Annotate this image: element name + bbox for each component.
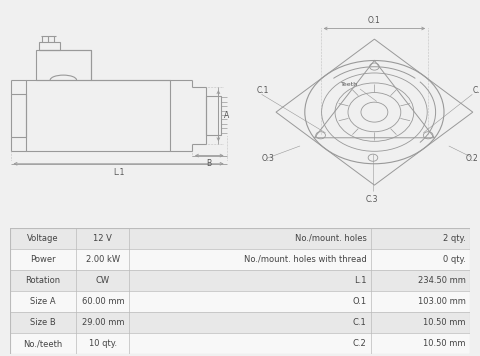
Text: Size B: Size B: [30, 318, 56, 327]
Bar: [11, 94, 26, 137]
Bar: [36, 50, 91, 80]
Bar: [10, 312, 470, 333]
Text: 0 qty.: 0 qty.: [443, 255, 466, 264]
Text: O.1: O.1: [368, 16, 381, 25]
Text: Voltage: Voltage: [27, 234, 59, 243]
Bar: [206, 96, 221, 135]
Text: 12 V: 12 V: [94, 234, 112, 243]
Text: Teeth: Teeth: [341, 82, 358, 87]
Bar: [26, 80, 170, 151]
Text: C.2: C.2: [473, 86, 480, 95]
Text: O.3: O.3: [262, 154, 275, 163]
Text: 29.00 mm: 29.00 mm: [82, 318, 124, 327]
Text: 2.00 kW: 2.00 kW: [86, 255, 120, 264]
Bar: [39, 42, 60, 50]
Text: L.1: L.1: [113, 168, 124, 177]
Bar: [10, 249, 470, 270]
Text: 10 qty.: 10 qty.: [89, 339, 117, 348]
Text: 2 qty.: 2 qty.: [443, 234, 466, 243]
Text: 234.50 mm: 234.50 mm: [418, 276, 466, 285]
Text: CW: CW: [96, 276, 110, 285]
Bar: [10, 291, 470, 312]
Text: Size A: Size A: [30, 297, 56, 306]
Text: 10.50 mm: 10.50 mm: [423, 318, 466, 327]
Text: Rotation: Rotation: [25, 276, 60, 285]
Text: No./mount. holes with thread: No./mount. holes with thread: [244, 255, 367, 264]
Bar: [10, 333, 470, 354]
Text: 60.00 mm: 60.00 mm: [82, 297, 124, 306]
Text: 10.50 mm: 10.50 mm: [423, 339, 466, 348]
Text: C.1: C.1: [257, 86, 269, 95]
Text: No./teeth: No./teeth: [24, 339, 62, 348]
Text: O.2: O.2: [466, 154, 479, 163]
Text: A: A: [224, 111, 229, 120]
Text: 103.00 mm: 103.00 mm: [418, 297, 466, 306]
Text: Power: Power: [30, 255, 56, 264]
Text: B: B: [207, 159, 212, 168]
Text: C.1: C.1: [353, 318, 367, 327]
Text: C.3: C.3: [366, 195, 378, 204]
Bar: [10, 270, 470, 291]
Text: O.1: O.1: [353, 297, 367, 306]
Text: L.1: L.1: [354, 276, 367, 285]
Bar: [10, 228, 470, 249]
Text: No./mount. holes: No./mount. holes: [295, 234, 367, 243]
Text: C.2: C.2: [353, 339, 367, 348]
